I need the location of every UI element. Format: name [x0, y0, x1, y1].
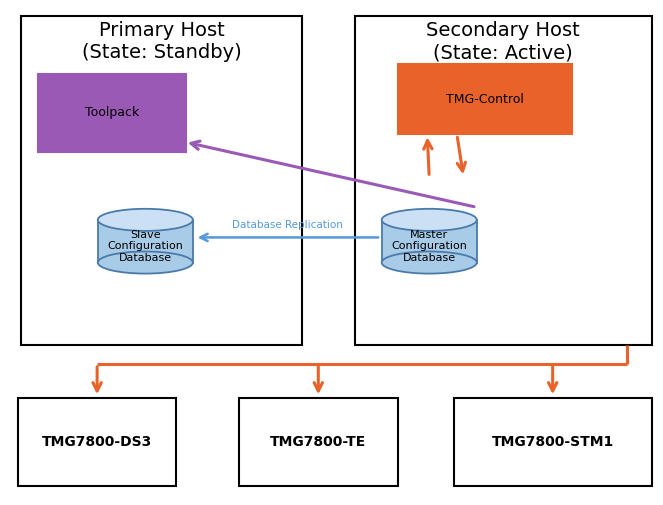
FancyBboxPatch shape [355, 17, 652, 345]
Ellipse shape [97, 209, 193, 231]
Ellipse shape [97, 251, 193, 274]
FancyBboxPatch shape [21, 17, 302, 345]
FancyBboxPatch shape [382, 220, 477, 263]
Text: Secondary Host
(State: Active): Secondary Host (State: Active) [426, 22, 580, 63]
Ellipse shape [382, 251, 477, 274]
FancyBboxPatch shape [398, 64, 572, 134]
Text: TMG-Control: TMG-Control [446, 93, 524, 106]
Ellipse shape [382, 209, 477, 231]
FancyBboxPatch shape [239, 398, 398, 486]
FancyBboxPatch shape [38, 74, 186, 152]
Text: TMG7800-DS3: TMG7800-DS3 [42, 435, 152, 449]
Text: Master
Configuration
Database: Master Configuration Database [391, 230, 467, 263]
FancyBboxPatch shape [453, 398, 652, 486]
Text: TMG7800-TE: TMG7800-TE [270, 435, 367, 449]
FancyBboxPatch shape [97, 220, 193, 263]
Text: Primary Host
(State: Standby): Primary Host (State: Standby) [82, 22, 242, 63]
Text: TMG7800-STM1: TMG7800-STM1 [491, 435, 614, 449]
Text: Toolpack: Toolpack [84, 107, 139, 119]
Text: Database Replication: Database Replication [232, 220, 343, 230]
FancyBboxPatch shape [18, 398, 176, 486]
Text: Slave
Configuration
Database: Slave Configuration Database [107, 230, 183, 263]
